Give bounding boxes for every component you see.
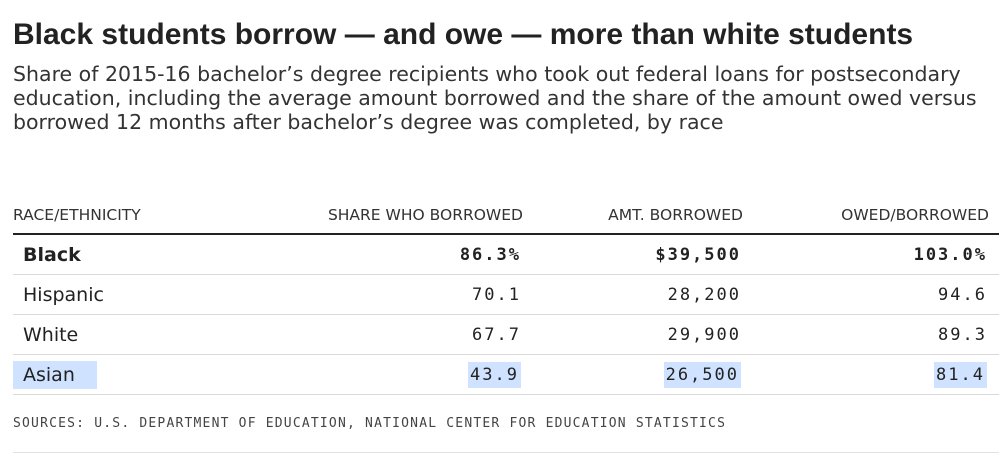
race-label: Black [23,243,81,266]
cell-amount: $39,500 [533,234,753,275]
cell-owed: 81.4 [753,354,999,395]
cell-share: 67.7 [263,314,533,355]
cell-amount: 26,500 [533,354,753,395]
table-row-white: White 67.7 29,900 89.3 [13,314,999,355]
column-header-race: RACE/ETHNICITY [13,197,263,235]
cell-owed: 89.3 [753,314,999,355]
table-row-black: Black 86.3% $39,500 103.0% [13,234,999,275]
cell-amount: 29,900 [533,314,753,355]
column-header-amount: AMT. BORROWED [533,197,753,235]
chart-subtitle: Share of 2015-16 bachelor’s degree recip… [13,62,977,134]
chart-title: Black students borrow — and owe — more t… [13,18,914,51]
column-header-owed: OWED/BORROWED [753,197,999,235]
cell-owed: 94.6 [753,274,999,315]
cell-share: 70.1 [263,274,533,315]
cell-owed: 103.0% [753,234,999,275]
table-header-row: RACE/ETHNICITY SHARE WHO BORROWED AMT. B… [13,197,999,235]
table-row-asian: Asian 43.9 26,500 81.4 [13,354,999,395]
table-row-hispanic: Hispanic 70.1 28,200 94.6 [13,274,999,315]
amount-value: 29,900 [667,324,741,345]
share-value: 70.1 [472,284,521,305]
share-value: 43.9 [468,361,521,388]
cell-amount: 28,200 [533,274,753,315]
data-table: RACE/ETHNICITY SHARE WHO BORROWED AMT. B… [13,197,999,395]
cell-share: 43.9 [263,354,533,395]
cell-race: Asian [13,354,263,395]
bottom-divider [13,452,999,453]
amount-value: 28,200 [667,284,741,305]
cell-race: Hispanic [13,274,263,315]
share-value: 86.3% [459,244,521,265]
source-note: SOURCES: U.S. DEPARTMENT OF EDUCATION, N… [13,416,727,431]
race-label: Hispanic [23,283,104,306]
race-label: White [23,323,79,346]
owed-value: 94.6 [938,284,987,305]
cell-share: 86.3% [263,234,533,275]
column-header-share: SHARE WHO BORROWED [263,197,533,235]
amount-value: 26,500 [663,361,741,388]
cell-race: White [13,314,263,355]
race-label: Asian [13,360,97,389]
cell-race: Black [13,234,263,275]
amount-value: $39,500 [655,244,741,265]
owed-value: 103.0% [913,244,987,265]
share-value: 67.7 [472,324,521,345]
owed-value: 89.3 [938,324,987,345]
owed-value: 81.4 [934,361,987,388]
